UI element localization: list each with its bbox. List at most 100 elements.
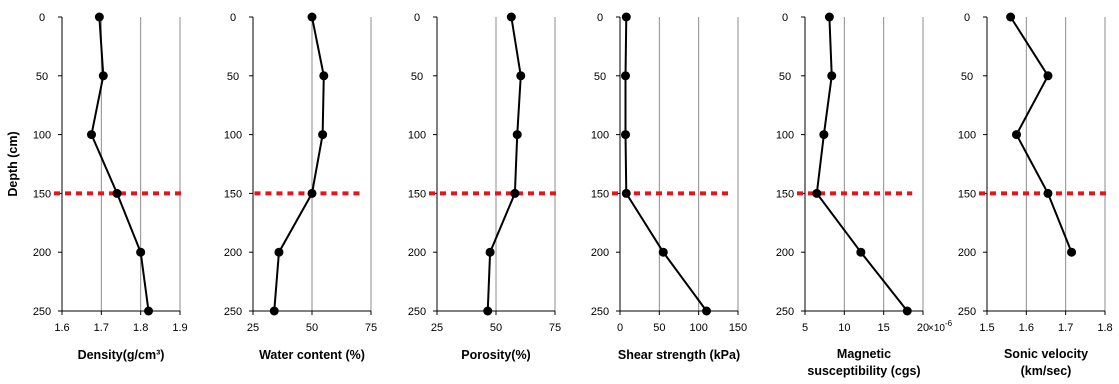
x-tick-label: 1.7 bbox=[1058, 322, 1073, 334]
data-point bbox=[621, 12, 631, 22]
data-point bbox=[621, 130, 631, 140]
panel-5: 0 50 100 150 200 250 5 10 15 20×10-6 Magnetic susce… bbox=[776, 12, 953, 378]
data-point bbox=[856, 247, 866, 257]
y-tick-label: 150 bbox=[33, 188, 51, 200]
x-tick-label: 25 bbox=[431, 322, 443, 334]
y-tick-label: 0 bbox=[230, 12, 236, 24]
data-point bbox=[319, 71, 329, 81]
x-tick-label: 1.5 bbox=[979, 322, 994, 334]
y-tick-label: 50 bbox=[227, 71, 239, 83]
data-point bbox=[512, 130, 522, 140]
data-point bbox=[144, 306, 154, 316]
data-point bbox=[485, 247, 495, 257]
data-point bbox=[621, 188, 631, 198]
y-tick-label: 0 bbox=[414, 12, 420, 24]
x-axis-label: Porosity(%) bbox=[461, 348, 530, 362]
y-tick-label: 250 bbox=[408, 306, 426, 318]
y-tick-label: 150 bbox=[224, 188, 242, 200]
x-axis-label: (km/sec) bbox=[1021, 364, 1072, 378]
y-tick-label: 100 bbox=[33, 130, 51, 142]
x-axis-label: Shear strength (kPa) bbox=[618, 348, 740, 362]
y-tick-label: 200 bbox=[591, 247, 609, 259]
data-point bbox=[702, 306, 712, 316]
y-tick-label: 150 bbox=[408, 188, 426, 200]
y-tick-label: 50 bbox=[411, 71, 423, 83]
y-tick-label: 100 bbox=[224, 130, 242, 142]
panel-2: 0 50 100 150 200 250 25 50 75 Water content (%) bbox=[224, 12, 377, 362]
x-tick-label: 100 bbox=[689, 322, 707, 334]
x-tick-label: 1.6 bbox=[54, 322, 69, 334]
panel-3: 0 50 100 150 200 250 25 50 75 Porosity(%) bbox=[408, 12, 561, 362]
y-tick-label: 50 bbox=[36, 71, 48, 83]
data-point bbox=[112, 188, 122, 198]
y-tick-label: 150 bbox=[958, 188, 976, 200]
series-line bbox=[624, 16, 708, 312]
data-point bbox=[274, 247, 284, 257]
data-point bbox=[819, 130, 829, 140]
data-point bbox=[1043, 71, 1053, 81]
data-point bbox=[94, 12, 104, 22]
x-tick-label: 150 bbox=[729, 322, 747, 334]
data-point bbox=[98, 71, 108, 81]
data-point bbox=[1043, 188, 1053, 198]
x-tick-label: 50 bbox=[306, 322, 318, 334]
y-tick-label: 250 bbox=[958, 306, 976, 318]
data-point bbox=[483, 306, 493, 316]
y-tick-label: 50 bbox=[779, 71, 791, 83]
x-tick-label: 75 bbox=[549, 322, 561, 334]
x-tick-label: 50 bbox=[653, 322, 665, 334]
y-tick-label: 0 bbox=[597, 12, 603, 24]
y-tick-label: 0 bbox=[782, 12, 788, 24]
data-point bbox=[658, 247, 668, 257]
series-line bbox=[273, 16, 325, 312]
data-point bbox=[87, 130, 96, 140]
data-point bbox=[827, 71, 837, 81]
y-tick-label: 50 bbox=[594, 71, 606, 83]
x-tick-label: 15 bbox=[878, 322, 890, 334]
data-point bbox=[510, 188, 520, 198]
y-tick-label: 250 bbox=[224, 306, 242, 318]
series-line bbox=[815, 16, 909, 312]
y-tick-label: 250 bbox=[591, 306, 609, 318]
data-point bbox=[824, 12, 834, 22]
y-tick-label: 100 bbox=[591, 130, 609, 142]
data-point bbox=[136, 247, 146, 257]
x-tick-label: 1.8 bbox=[133, 322, 148, 334]
data-point bbox=[1067, 247, 1077, 257]
data-point bbox=[1012, 130, 1021, 140]
x-tick-label: 1.8 bbox=[1097, 322, 1112, 334]
y-tick-label: 200 bbox=[33, 247, 51, 259]
x-tick-label: 75 bbox=[365, 322, 377, 334]
data-point bbox=[506, 12, 516, 22]
data-point bbox=[307, 188, 317, 198]
data-point bbox=[516, 71, 526, 81]
x-tick-label: 20 bbox=[917, 322, 929, 334]
x-axis-label: Sonic velocity bbox=[1004, 347, 1088, 361]
x-axis-label: Water content (%) bbox=[259, 348, 365, 362]
x-axis-unit: ×10-6 bbox=[928, 319, 953, 334]
y-axis-label: Depth (cm) bbox=[6, 131, 20, 196]
x-axis-label: Density(g/cm³) bbox=[78, 348, 165, 362]
x-tick-label: 1.7 bbox=[94, 322, 109, 334]
x-tick-label: 0 bbox=[617, 322, 623, 334]
series-line bbox=[90, 16, 150, 312]
x-axis-label: Magnetic bbox=[837, 347, 891, 361]
y-tick-label: 200 bbox=[224, 247, 242, 259]
x-tick-label: 10 bbox=[838, 322, 850, 334]
data-point bbox=[307, 12, 317, 22]
y-tick-label: 50 bbox=[961, 71, 973, 83]
y-tick-label: 150 bbox=[776, 188, 794, 200]
x-tick-label: 1.9 bbox=[172, 322, 187, 334]
data-point bbox=[812, 188, 822, 198]
y-tick-label: 100 bbox=[776, 130, 794, 142]
x-tick-label: 1.6 bbox=[1019, 322, 1034, 334]
data-point bbox=[318, 130, 328, 140]
y-tick-label: 250 bbox=[776, 306, 794, 318]
y-tick-label: 200 bbox=[776, 247, 794, 259]
y-tick-label: 0 bbox=[39, 12, 45, 24]
x-tick-label: 5 bbox=[802, 322, 808, 334]
